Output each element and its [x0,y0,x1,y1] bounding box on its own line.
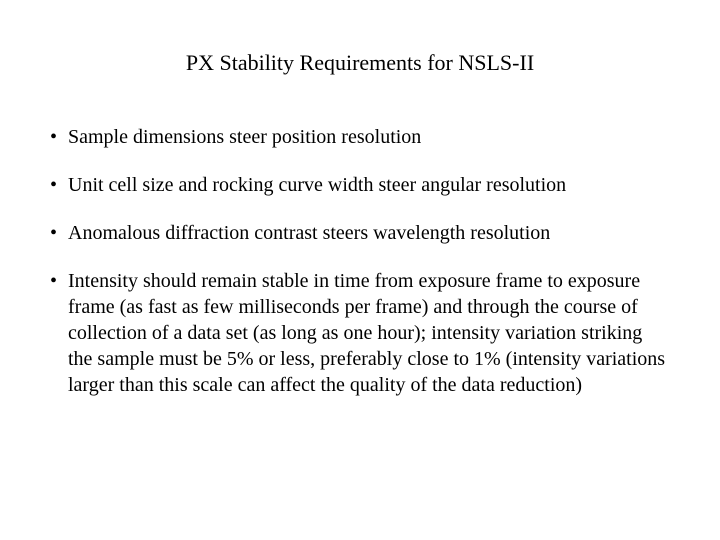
bullet-marker-icon: • [50,172,68,198]
bullet-marker-icon: • [50,268,68,294]
bullet-text: Intensity should remain stable in time f… [68,268,670,398]
bullet-text: Unit cell size and rocking curve width s… [68,172,670,198]
slide-title: PX Stability Requirements for NSLS-II [50,50,670,76]
bullet-marker-icon: • [50,220,68,246]
bullet-item: • Anomalous diffraction contrast steers … [50,220,670,246]
bullet-marker-icon: • [50,124,68,150]
bullet-text: Anomalous diffraction contrast steers wa… [68,220,670,246]
bullet-item: • Intensity should remain stable in time… [50,268,670,398]
bullet-text: Sample dimensions steer position resolut… [68,124,670,150]
bullet-item: • Sample dimensions steer position resol… [50,124,670,150]
bullet-item: • Unit cell size and rocking curve width… [50,172,670,198]
slide: PX Stability Requirements for NSLS-II • … [0,0,720,540]
